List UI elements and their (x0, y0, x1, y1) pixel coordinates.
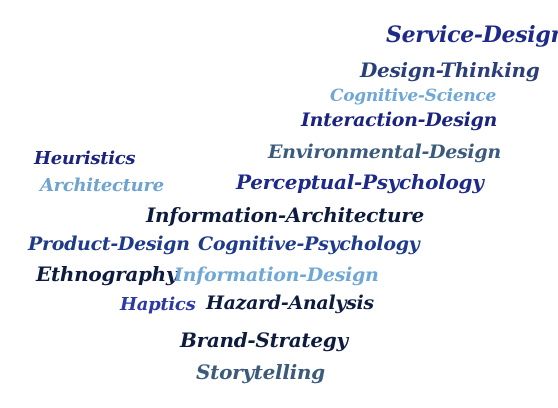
word-architecture: Architecture (40, 175, 164, 196)
word-storytelling: Storytelling (196, 360, 325, 384)
word-interaction-design: Interaction-Design (301, 109, 498, 131)
word-information-design: Information-Design (174, 264, 379, 286)
word-haptics: Haptics (120, 294, 196, 315)
word-ethnography: Ethnography (36, 262, 178, 286)
word-design-thinking: Design-Thinking (360, 58, 540, 82)
word-perceptual-psychology: Perceptual-Psychology (236, 170, 484, 194)
word-information-architecture: Information-Architecture (146, 203, 424, 227)
word-environmental-design: Environmental-Design (268, 141, 501, 163)
word-brand-strategy: Brand-Strategy (180, 328, 348, 352)
word-product-design: Product-Design (28, 233, 190, 255)
word-heuristics: Heuristics (34, 148, 136, 169)
word-hazard-analysis: Hazard-Analysis (206, 292, 374, 314)
word-service-design: Service-Design (386, 22, 558, 48)
word-cognitive-science: Cognitive-Science (330, 86, 496, 106)
word-cognitive-psychology: Cognitive-Psychology (198, 233, 420, 255)
